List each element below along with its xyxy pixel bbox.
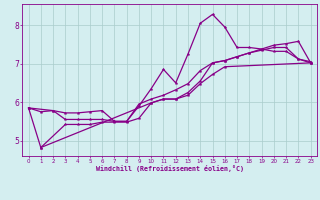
X-axis label: Windchill (Refroidissement éolien,°C): Windchill (Refroidissement éolien,°C)	[96, 165, 244, 172]
